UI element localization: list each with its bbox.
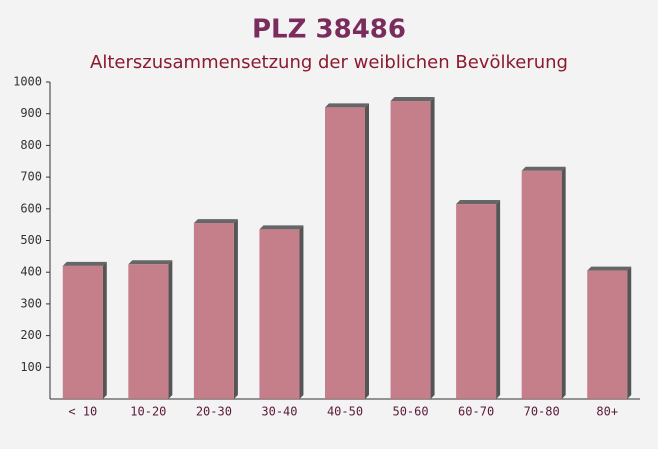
bar-side: [561, 166, 566, 399]
x-tick-label: < 10: [68, 405, 97, 419]
chart-subtitle: Alterszusammensetzung der weiblichen Bev…: [90, 52, 568, 73]
bar: [325, 107, 365, 400]
x-tick-label: 20-30: [196, 405, 232, 419]
bar: [390, 101, 431, 400]
y-tick-label: 300: [20, 296, 42, 310]
y-tick-label: 200: [20, 328, 42, 342]
x-tick-label: 40-50: [327, 405, 363, 419]
bar-side: [365, 103, 369, 400]
x-tick-label: 80+: [596, 405, 618, 419]
bar: [193, 223, 234, 399]
x-tick-label: 50-60: [392, 405, 428, 419]
y-tick-label: 600: [20, 201, 42, 215]
bar-side: [102, 261, 107, 399]
bar: [587, 270, 628, 399]
bar: [62, 265, 103, 399]
bar: [128, 264, 169, 399]
y-tick-label: 500: [20, 233, 42, 247]
y-tick-label: 400: [20, 265, 42, 279]
bar-side: [430, 97, 435, 400]
x-tick-label: 70-80: [524, 405, 560, 419]
chart-title: PLZ 38486: [252, 15, 406, 45]
bar-top: [325, 103, 369, 108]
bar-top: [62, 261, 107, 266]
y-tick-label: 700: [20, 170, 42, 184]
x-tick-label: 10-20: [130, 405, 166, 419]
bar-side: [627, 266, 632, 399]
bar-top: [587, 266, 632, 271]
y-tick-label: 100: [20, 360, 42, 374]
x-tick-label: 30-40: [261, 405, 297, 419]
bar-top: [521, 166, 566, 171]
bar-side: [299, 225, 304, 399]
bar: [521, 170, 562, 399]
bar-top: [193, 219, 238, 224]
y-tick-label: 800: [20, 138, 42, 152]
x-tick-label: 60-70: [458, 405, 494, 419]
bar-side: [496, 200, 501, 399]
bar-top: [390, 97, 435, 102]
y-tick-label: 900: [20, 106, 42, 120]
bar-side: [233, 219, 238, 399]
bar-side: [168, 260, 173, 399]
bar-top: [259, 225, 304, 230]
bar-top: [456, 200, 501, 205]
bar: [456, 204, 497, 399]
bar: [259, 229, 300, 399]
y-tick-label: 1000: [13, 75, 42, 89]
bar-top: [128, 260, 173, 265]
